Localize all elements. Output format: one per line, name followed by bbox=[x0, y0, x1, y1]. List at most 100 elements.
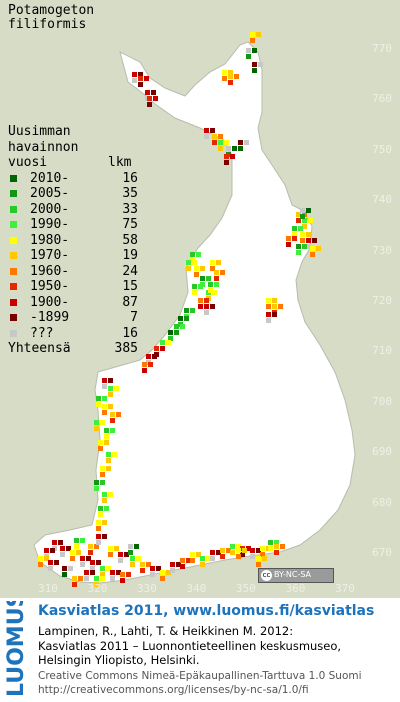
observation-square bbox=[200, 562, 205, 567]
observation-square bbox=[146, 354, 151, 359]
legend-swatch bbox=[10, 190, 17, 197]
observation-square bbox=[240, 552, 245, 557]
observation-square bbox=[186, 558, 191, 563]
observation-square bbox=[52, 540, 57, 545]
observation-square bbox=[260, 552, 265, 557]
legend-header: vuosi lkm bbox=[8, 155, 131, 171]
observation-square bbox=[272, 312, 277, 317]
observation-square bbox=[153, 96, 158, 101]
legend-row-label: 1980- bbox=[30, 232, 70, 248]
legend-row-count: 24 bbox=[122, 263, 138, 279]
legend-row: 1990- 75 bbox=[8, 217, 138, 233]
observation-square bbox=[274, 544, 279, 549]
y-axis-label: 690 bbox=[372, 445, 392, 459]
observation-square bbox=[194, 266, 199, 271]
legend-row: 1970- 19 bbox=[8, 248, 138, 264]
x-axis-label: 370 bbox=[335, 582, 355, 595]
observation-square bbox=[296, 244, 301, 249]
observation-square bbox=[48, 560, 53, 565]
observation-square bbox=[106, 452, 111, 457]
license-url[interactable]: http://creativecommons.org/licenses/by-n… bbox=[38, 683, 309, 696]
observation-square bbox=[128, 550, 133, 555]
observation-square bbox=[150, 566, 155, 571]
y-axis-label: 750 bbox=[372, 142, 392, 156]
observation-square bbox=[302, 218, 307, 223]
observation-square bbox=[268, 546, 273, 551]
observation-square bbox=[250, 554, 255, 559]
license-line-1: Creative Commons Nimeä-Epäkaupallinen-Ta… bbox=[38, 670, 362, 682]
observation-square bbox=[216, 260, 221, 265]
observation-square bbox=[94, 582, 99, 587]
observation-square bbox=[312, 238, 317, 243]
observation-square bbox=[250, 548, 255, 553]
observation-square bbox=[190, 552, 195, 557]
x-axis-label: 360 bbox=[285, 582, 306, 595]
observation-square bbox=[200, 266, 205, 271]
observation-square bbox=[140, 562, 145, 567]
observation-square bbox=[226, 146, 231, 151]
legend-swatch bbox=[10, 252, 17, 259]
species-genus: Potamogeton bbox=[8, 3, 95, 18]
footer-title[interactable]: Kasviatlas 2011, www.luomus.fi/kasviatla… bbox=[38, 603, 375, 619]
observation-square bbox=[102, 492, 107, 497]
observation-square bbox=[192, 290, 197, 295]
legend-title-1: Uusimman bbox=[8, 124, 71, 139]
observation-square bbox=[76, 550, 81, 555]
observation-square bbox=[96, 540, 101, 545]
legend-row: 2005- 35 bbox=[8, 186, 138, 202]
observation-square bbox=[230, 544, 235, 549]
observation-square bbox=[204, 134, 209, 139]
observation-square bbox=[160, 576, 165, 581]
observation-square bbox=[154, 346, 159, 351]
legend-row-label: ??? bbox=[30, 325, 54, 341]
legend-row: 2000- 33 bbox=[8, 202, 138, 218]
observation-square bbox=[310, 246, 315, 251]
observation-square bbox=[198, 304, 203, 309]
observation-square bbox=[124, 552, 129, 557]
observation-square bbox=[208, 288, 213, 293]
legend-row-count: 33 bbox=[122, 201, 138, 217]
observation-square bbox=[88, 544, 93, 549]
license-badge[interactable]: cc BY-NC-SA bbox=[258, 568, 334, 583]
observation-square bbox=[192, 260, 197, 265]
legend-swatch bbox=[10, 283, 17, 290]
observation-square bbox=[286, 242, 291, 247]
observation-square bbox=[296, 218, 301, 223]
observation-square bbox=[220, 554, 225, 559]
observation-square bbox=[200, 276, 205, 281]
observation-square bbox=[80, 556, 85, 561]
y-axis-label: 680 bbox=[372, 495, 392, 509]
observation-square bbox=[222, 76, 227, 81]
observation-square bbox=[70, 550, 75, 555]
footer-citation: Lampinen, R., Lahti, T. & Heikkinen M. 2… bbox=[38, 624, 341, 668]
observation-square bbox=[94, 544, 99, 549]
observation-square bbox=[252, 62, 257, 67]
legend-row-label: 1970- bbox=[30, 248, 70, 263]
observation-square bbox=[198, 298, 203, 303]
observation-square bbox=[102, 404, 107, 409]
observation-square bbox=[190, 308, 195, 313]
observation-square bbox=[204, 310, 209, 315]
observation-square bbox=[58, 540, 63, 545]
observation-square bbox=[300, 238, 305, 243]
observation-square bbox=[102, 520, 107, 525]
observation-square bbox=[108, 378, 113, 383]
observation-square bbox=[204, 304, 209, 309]
legend-total-count: 385 bbox=[114, 341, 138, 356]
observation-square bbox=[308, 218, 313, 223]
citation-line-2: Kasviatlas 2011 – Luonnontieteellinen ke… bbox=[38, 638, 342, 653]
observation-square bbox=[104, 506, 109, 511]
observation-square bbox=[298, 226, 303, 231]
observation-square bbox=[104, 434, 109, 439]
observation-square bbox=[210, 556, 215, 561]
observation-square bbox=[184, 316, 189, 321]
observation-square bbox=[146, 562, 151, 567]
observation-square bbox=[138, 72, 143, 77]
observation-square bbox=[132, 78, 137, 83]
observation-square bbox=[147, 96, 152, 101]
observation-square bbox=[228, 80, 233, 85]
observation-square bbox=[256, 548, 261, 553]
legend-swatch bbox=[10, 174, 17, 182]
legend-total: Yhteensä 385 bbox=[8, 341, 138, 357]
